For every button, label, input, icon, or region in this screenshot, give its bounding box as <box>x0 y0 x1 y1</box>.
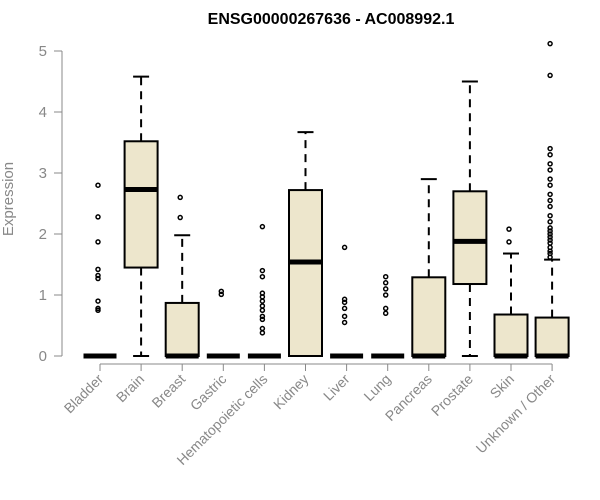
outlier-point <box>177 194 183 201</box>
box-group <box>493 226 529 359</box>
outlier-point <box>95 272 101 279</box>
box-rect <box>452 190 488 286</box>
outlier-point <box>341 305 348 312</box>
y-tick-label: 3 <box>39 165 47 182</box>
outlier-point <box>547 212 553 219</box>
outlier-point <box>341 299 348 306</box>
outlier-point <box>547 203 553 210</box>
box-group <box>411 178 447 359</box>
box-rect <box>411 276 447 357</box>
outlier-point <box>95 298 101 304</box>
outlier-point <box>259 316 266 323</box>
outlier-point <box>547 225 553 231</box>
outlier-point <box>547 72 553 79</box>
box-group <box>123 75 159 357</box>
outlier-point <box>382 305 389 312</box>
outlier-point <box>547 231 553 237</box>
outlier-point <box>547 176 553 182</box>
box-group <box>164 194 200 359</box>
outlier-point <box>547 240 553 246</box>
outlier-point <box>341 319 348 326</box>
box-group <box>288 131 323 357</box>
outlier-point <box>506 239 512 245</box>
outlier-point <box>259 290 266 296</box>
box-group <box>206 288 240 359</box>
outlier-point <box>547 234 553 240</box>
outlier-point <box>218 291 225 298</box>
box-group <box>247 223 281 359</box>
box-group <box>452 80 488 357</box>
outlier-point <box>382 286 389 292</box>
outlier-point <box>341 244 348 251</box>
outlier-point <box>547 228 553 234</box>
outlier-point <box>218 288 225 295</box>
outlier-point <box>95 239 101 245</box>
y-axis: 0 1 2 3 4 5 <box>39 43 63 365</box>
box-rect <box>493 313 529 357</box>
x-tick-label: Kidney <box>270 371 312 413</box>
outlier-point <box>259 307 266 313</box>
x-tick-label: Bladder <box>61 371 107 417</box>
outlier-point <box>547 237 553 243</box>
outlier-point <box>95 182 101 188</box>
outlier-point <box>382 273 389 280</box>
box-group <box>371 273 405 359</box>
outlier-point <box>95 266 101 273</box>
x-tick-label: Skin <box>487 371 518 402</box>
box-group <box>534 40 570 359</box>
outlier-point <box>547 145 553 152</box>
outlier-point <box>341 296 348 303</box>
outlier-point <box>547 191 553 198</box>
outlier-point <box>382 280 389 286</box>
y-tick-label: 1 <box>39 287 47 304</box>
chart-title: ENSG00000267636 - AC008992.1 <box>208 11 455 28</box>
outlier-point <box>95 305 101 312</box>
outlier-point <box>382 310 389 317</box>
outlier-point <box>95 275 101 282</box>
outlier-point <box>341 313 348 320</box>
x-tick-label: Brain <box>113 371 147 405</box>
x-tick-label: Lung <box>360 371 393 404</box>
outlier-point <box>506 226 512 232</box>
outlier-point <box>259 303 266 309</box>
outlier-point <box>177 214 183 221</box>
outlier-point <box>382 292 389 298</box>
x-tick-label: Prostate <box>428 371 476 419</box>
outlier-point <box>547 250 553 257</box>
outlier-point <box>547 151 553 158</box>
outlier-point <box>259 267 266 274</box>
outlier-point <box>259 298 266 304</box>
x-tick-label: Breast <box>148 371 188 411</box>
outlier-point <box>95 214 101 220</box>
outlier-point <box>547 182 553 188</box>
outlier-point <box>547 161 553 167</box>
boxes <box>83 40 570 359</box>
box-rect <box>288 189 323 357</box>
outlier-point <box>259 223 266 230</box>
outlier-point <box>259 273 266 280</box>
y-tick-label: 5 <box>39 43 47 60</box>
outlier-point <box>259 313 266 320</box>
box-rect <box>164 301 200 357</box>
y-tick-label: 0 <box>39 348 47 365</box>
outlier-point <box>547 167 553 173</box>
box-rect <box>123 140 159 269</box>
outlier-point <box>547 40 553 47</box>
outlier-point <box>259 330 266 336</box>
outlier-point <box>547 197 553 204</box>
outlier-point <box>547 244 553 251</box>
outlier-point <box>259 325 266 332</box>
y-tick-label: 4 <box>39 104 47 121</box>
outlier-point <box>547 219 553 225</box>
y-tick-label: 2 <box>39 226 47 243</box>
y-axis-label: Expression <box>0 162 17 236</box>
x-tick-label: Liver <box>320 371 353 404</box>
box-rect <box>534 316 570 358</box>
box-group <box>330 244 364 359</box>
box-group <box>83 182 117 359</box>
